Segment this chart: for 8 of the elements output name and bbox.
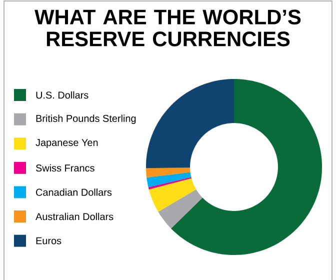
chart-title: WHAT ARE THE WORLD’S RESERVE CURRENCIES [34,10,301,46]
legend-label: Australian Dollars [36,212,114,220]
legend-label: British Pounds Sterling [36,114,136,124]
legend-label: Swiss Francs [36,164,94,172]
legend-label: U.S. Dollars [36,91,88,99]
legend-label: Euros [36,237,62,244]
legend-label: Japanese Yen [36,139,98,148]
legend-label: Canadian Dollars [36,188,112,196]
